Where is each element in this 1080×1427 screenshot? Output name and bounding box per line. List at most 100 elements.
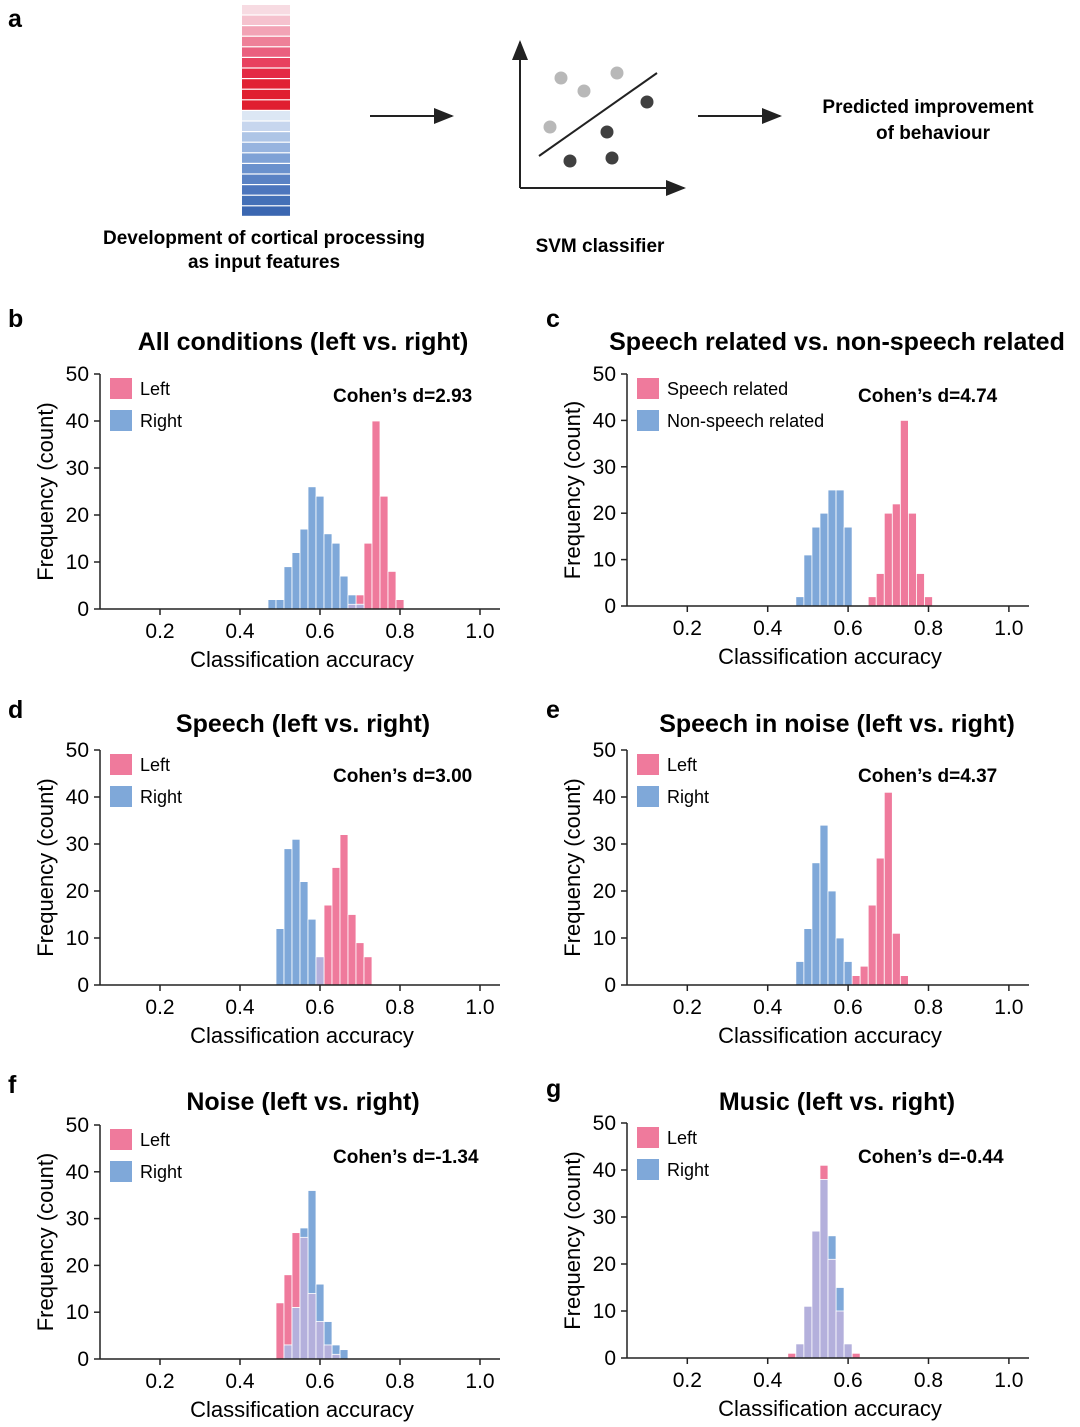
cohens-d-annotation: Cohen’s d=3.00 xyxy=(333,766,472,787)
y-tick-label: 50 xyxy=(66,363,89,386)
svm-diagram xyxy=(512,40,686,196)
bar-speech-related xyxy=(891,503,901,607)
bar-right xyxy=(795,961,805,986)
bar-overlap xyxy=(299,1236,309,1360)
bar-left xyxy=(891,932,901,986)
bar-left xyxy=(275,1302,285,1360)
x-tick-label: 0.4 xyxy=(225,620,255,643)
svm-point-dark xyxy=(600,125,614,139)
bar-left xyxy=(339,834,349,986)
y-tick-label: 0 xyxy=(604,974,616,997)
legend-label: Left xyxy=(667,755,697,775)
feature-row xyxy=(242,206,290,216)
chart-title: Noise (left vs. right) xyxy=(186,1088,419,1116)
feature-row xyxy=(242,79,290,89)
cohens-d-annotation: Cohen’s d=4.37 xyxy=(858,766,997,787)
x-tick-label: 1.0 xyxy=(994,1369,1023,1392)
output-caption-line1: Predicted improvement xyxy=(822,97,1034,118)
panel-c-histogram: c Speech related vs. non-speech related 0 1… xyxy=(546,305,1065,669)
y-tick-label: 10 xyxy=(593,927,616,950)
y-tick-label: 30 xyxy=(593,456,616,479)
bar-overlap xyxy=(835,1310,845,1359)
bar-overlap xyxy=(315,1321,325,1360)
legend-swatch-left xyxy=(637,1127,659,1148)
bar-speech-related xyxy=(916,573,925,607)
feature-row xyxy=(242,153,290,163)
y-tick-label: 10 xyxy=(66,1301,89,1324)
legend-swatch-right xyxy=(110,786,132,807)
panel-f-histogram: f Noise (left vs. right) 0 10 20 30 40 50 0.2 0.4… xyxy=(8,1071,500,1422)
feature-row xyxy=(242,89,290,100)
bar-overlap xyxy=(827,1258,837,1359)
bar-non-speech-related xyxy=(835,489,845,607)
y-axis-label: Frequency (count) xyxy=(560,778,585,957)
bar-left xyxy=(387,571,397,610)
x-tick-label: 0.2 xyxy=(145,1370,174,1393)
panel-letter-e: e xyxy=(546,696,560,724)
y-tick-label: 50 xyxy=(593,363,616,386)
chart-title: Speech (left vs. right) xyxy=(176,710,430,738)
schematic-panel: a Development of cortical processing as … xyxy=(8,5,1034,273)
x-tick-label: 1.0 xyxy=(994,996,1023,1019)
bar-right xyxy=(315,495,325,610)
x-tick-label: 0.2 xyxy=(145,996,174,1019)
x-tick-label: 0.6 xyxy=(833,1369,862,1392)
x-tick-label: 0.2 xyxy=(673,996,702,1019)
legend-label: Left xyxy=(667,1128,697,1148)
x-tick-label: 0.8 xyxy=(914,617,943,640)
x-tick-label: 0.6 xyxy=(305,996,334,1019)
bar-right xyxy=(283,566,293,610)
legend-swatch-right xyxy=(637,786,659,807)
bar-left xyxy=(347,914,357,986)
bar-overlap xyxy=(819,1179,829,1359)
feature-row xyxy=(242,36,290,47)
x-axis-label: Classification accuracy xyxy=(190,1397,414,1422)
bar-overlap xyxy=(795,1343,805,1359)
y-axis-label: Frequency (count) xyxy=(560,401,585,580)
bar-right xyxy=(843,961,853,986)
y-tick-label: 20 xyxy=(593,1253,616,1276)
bar-left xyxy=(363,956,373,986)
legend-swatch-right xyxy=(110,410,132,431)
legend-swatch-right xyxy=(637,1159,659,1180)
bar-overlap xyxy=(323,1344,333,1360)
bar-left xyxy=(355,942,365,986)
y-tick-label: 20 xyxy=(593,502,616,525)
bar-right xyxy=(275,928,285,986)
x-axis-label: Classification accuracy xyxy=(718,1396,942,1421)
bar-right xyxy=(339,1349,349,1360)
bar-speech-related xyxy=(899,419,909,607)
x-tick-label: 0.4 xyxy=(753,996,783,1019)
bar-right xyxy=(811,862,821,986)
bar-right xyxy=(299,528,309,610)
x-axis-label: Classification accuracy xyxy=(190,1023,414,1048)
y-tick-label: 40 xyxy=(593,409,616,432)
bar-overlap xyxy=(803,1305,813,1359)
cohens-d-annotation: Cohen’s d=-1.34 xyxy=(333,1147,479,1168)
feature-row xyxy=(242,47,290,57)
feature-row xyxy=(242,26,290,36)
panel-b-histogram: b All conditions (left vs. right) 0 10 20 30 4… xyxy=(8,305,500,672)
y-tick-label: 50 xyxy=(66,1114,89,1137)
y-tick-label: 40 xyxy=(66,786,89,809)
legend-label: Right xyxy=(667,1160,709,1180)
y-tick-label: 50 xyxy=(593,1112,616,1135)
bar-right xyxy=(267,599,277,610)
bar-right xyxy=(283,848,293,986)
x-axis-label: Classification accuracy xyxy=(718,644,942,669)
output-caption-line2: of behaviour xyxy=(876,123,991,144)
feature-row xyxy=(242,68,290,78)
legend-label: Right xyxy=(140,1162,182,1182)
feature-row xyxy=(242,142,290,153)
y-tick-label: 10 xyxy=(66,927,89,950)
cohens-d-annotation: Cohen’s d=4.74 xyxy=(858,386,998,407)
chart-title: Music (left vs. right) xyxy=(719,1088,955,1116)
x-tick-label: 0.4 xyxy=(753,617,783,640)
legend-label: Left xyxy=(140,755,170,775)
features-caption-line2: as input features xyxy=(188,252,340,273)
bar-left xyxy=(323,904,333,986)
feature-row xyxy=(242,132,290,142)
bar-overlap xyxy=(307,1293,317,1360)
legend-label: Right xyxy=(140,411,182,431)
